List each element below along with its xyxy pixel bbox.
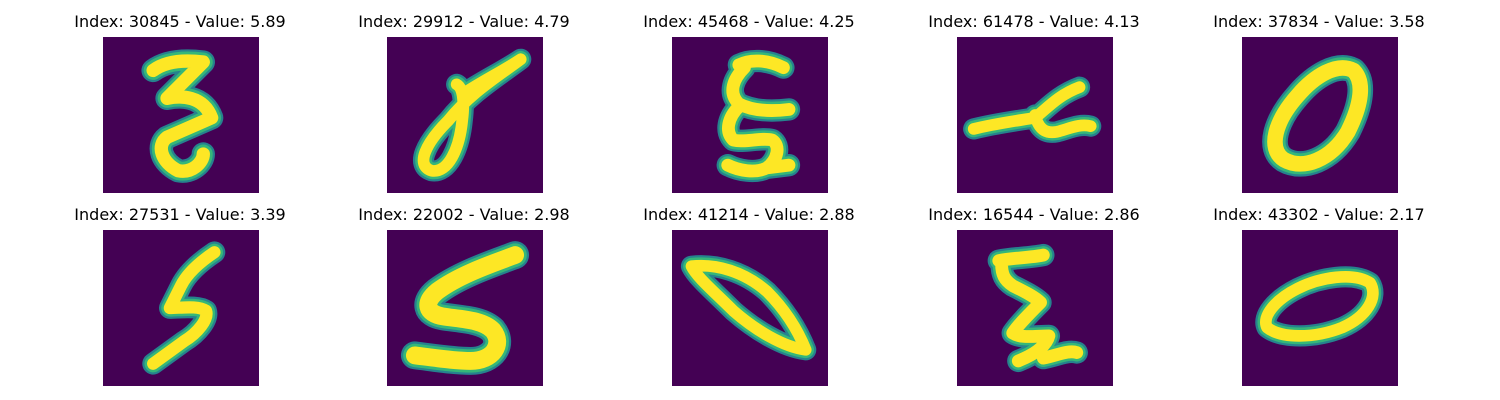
image-panel: Index: 22002 - Value: 2.98 bbox=[354, 193, 574, 386]
digit-image bbox=[672, 37, 828, 193]
digit-image bbox=[1242, 230, 1398, 386]
panel-title: Index: 16544 - Value: 2.86 bbox=[928, 205, 1140, 224]
digit-image bbox=[103, 230, 259, 386]
image-panel: Index: 16544 - Value: 2.86 bbox=[924, 193, 1144, 386]
digit-image bbox=[387, 230, 543, 386]
image-panel: Index: 30845 - Value: 5.89 bbox=[70, 0, 290, 193]
panel-title: Index: 61478 - Value: 4.13 bbox=[928, 12, 1140, 31]
digit-image bbox=[957, 37, 1113, 193]
digit-glyph bbox=[716, 49, 801, 183]
image-panel: Index: 37834 - Value: 3.58 bbox=[1209, 0, 1429, 193]
digit-image bbox=[672, 230, 828, 386]
digit-image bbox=[1242, 37, 1398, 193]
image-panel: Index: 27531 - Value: 3.39 bbox=[70, 193, 290, 386]
digit-image bbox=[103, 37, 259, 193]
panel-title: Index: 30845 - Value: 5.89 bbox=[74, 12, 286, 31]
digit-image bbox=[387, 37, 543, 193]
panel-title: Index: 41214 - Value: 2.88 bbox=[643, 205, 855, 224]
digit-glyph bbox=[680, 255, 817, 361]
image-panel: Index: 43302 - Value: 2.17 bbox=[1209, 193, 1429, 386]
digit-glyph bbox=[141, 49, 224, 183]
image-panel: Index: 45468 - Value: 4.25 bbox=[639, 0, 859, 193]
digit-glyph bbox=[400, 241, 530, 375]
image-panel: Index: 61478 - Value: 4.13 bbox=[924, 0, 1144, 193]
digit-glyph bbox=[413, 48, 532, 182]
digit-glyph bbox=[1255, 266, 1384, 347]
image-panel: Index: 41214 - Value: 2.88 bbox=[639, 193, 859, 386]
panel-title: Index: 43302 - Value: 2.17 bbox=[1213, 205, 1425, 224]
digit-glyph bbox=[963, 76, 1102, 143]
digit-glyph bbox=[987, 243, 1088, 373]
image-panel: Index: 29912 - Value: 4.79 bbox=[354, 0, 574, 193]
digit-glyph bbox=[142, 241, 226, 375]
panel-title: Index: 22002 - Value: 2.98 bbox=[358, 205, 570, 224]
panel-title: Index: 37834 - Value: 3.58 bbox=[1213, 12, 1425, 31]
panel-title: Index: 45468 - Value: 4.25 bbox=[643, 12, 855, 31]
digit-glyph bbox=[1262, 55, 1374, 177]
panel-title: Index: 27531 - Value: 3.39 bbox=[74, 205, 286, 224]
panel-title: Index: 29912 - Value: 4.79 bbox=[358, 12, 570, 31]
digit-image bbox=[957, 230, 1113, 386]
image-background bbox=[672, 230, 828, 386]
